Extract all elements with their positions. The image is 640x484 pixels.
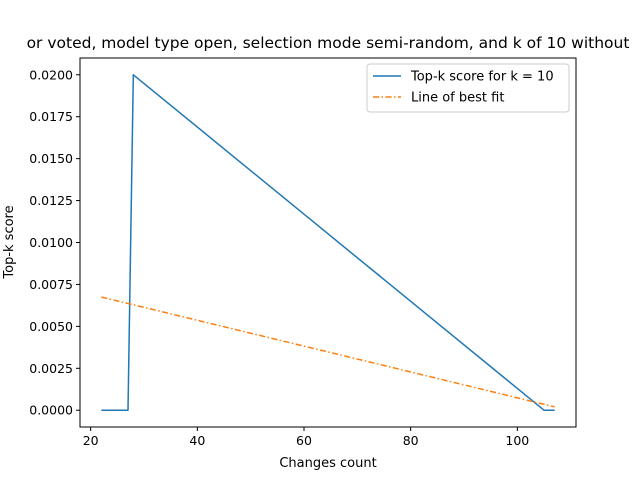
y-tick-label: 0.0000 [29, 403, 73, 418]
legend-label-top-k-score: Top-k score for k = 10 [410, 70, 554, 85]
chart-title: or voted, model type open, selection mod… [27, 34, 630, 52]
y-tick-label: 0.0150 [29, 151, 73, 166]
y-axis-ticks: 0.0000 0.0025 0.0050 0.0075 0.0100 0.0125 0.01… [29, 67, 80, 418]
y-tick-label: 0.0075 [29, 277, 73, 292]
legend-label-line-of-best-fit: Line of best fit [411, 91, 504, 106]
series-line-top-k-score [101, 74, 555, 411]
y-tick-label: 0.0100 [29, 235, 73, 250]
legend-box [366, 63, 570, 113]
series-line-best-fit [101, 296, 555, 408]
y-axis-label: Top-k score [2, 205, 17, 279]
y-tick-label: 0.0175 [29, 109, 73, 124]
x-axis-ticks: 20 40 60 80 100 [83, 427, 529, 448]
x-tick-label: 100 [505, 433, 529, 448]
x-tick-label: 40 [189, 433, 205, 448]
y-tick-label: 0.0200 [29, 67, 73, 82]
y-tick-label: 0.0125 [29, 193, 73, 208]
y-tick-label: 0.0050 [29, 319, 73, 334]
x-tick-label: 80 [403, 433, 419, 448]
x-tick-label: 20 [83, 433, 99, 448]
y-tick-label: 0.0025 [29, 361, 73, 376]
x-tick-label: 60 [296, 433, 312, 448]
x-axis-label: Changes count [279, 456, 376, 471]
legend: Top-k score for k = 10 Line of best fit [366, 63, 570, 113]
